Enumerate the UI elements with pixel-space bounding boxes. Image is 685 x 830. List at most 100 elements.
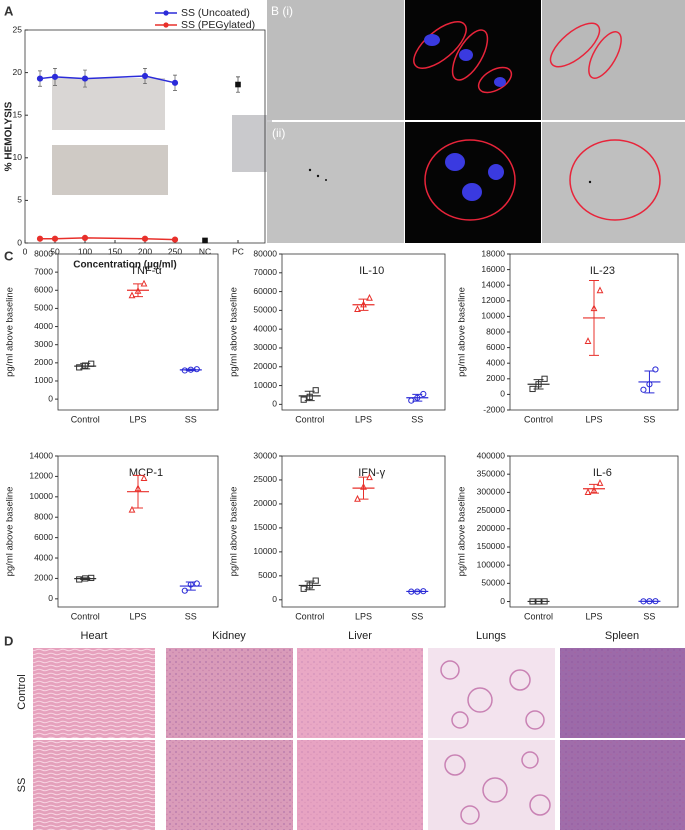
y-axis-title: pg/ml above baseline bbox=[229, 487, 240, 577]
chart-title: IL-6 bbox=[593, 467, 612, 479]
y-axis-title: pg/ml above baseline bbox=[5, 287, 16, 377]
data-point bbox=[584, 337, 592, 344]
y-tick-label: 6000 bbox=[34, 285, 53, 295]
data-point bbox=[181, 587, 188, 594]
data-point bbox=[366, 473, 373, 481]
x-tick-label: Control bbox=[524, 611, 553, 621]
data-point bbox=[529, 385, 536, 393]
y-tick-label: 5 bbox=[17, 195, 22, 205]
y-axis-title: pg/ml above baseline bbox=[5, 487, 16, 577]
y-tick-label: 30000 bbox=[253, 450, 277, 460]
data-point bbox=[590, 304, 598, 312]
y-tick-label: 15000 bbox=[253, 522, 277, 532]
y-tick-label: 4000 bbox=[34, 552, 53, 562]
panel-label: C bbox=[4, 248, 14, 263]
x-tick-label: SS bbox=[411, 414, 423, 424]
data-point bbox=[51, 73, 59, 80]
data-point bbox=[414, 588, 421, 595]
x-tick-label: SS bbox=[185, 611, 197, 621]
panel-label: B (i) bbox=[271, 4, 293, 18]
data-point bbox=[134, 484, 142, 492]
column-title: Lungs bbox=[476, 630, 506, 642]
y-tick-label: 10 bbox=[13, 152, 23, 162]
data-point bbox=[187, 366, 194, 373]
y-tick-label: 7000 bbox=[34, 266, 53, 276]
column-title: Spleen bbox=[605, 630, 639, 642]
data-point bbox=[82, 575, 89, 582]
chart-title: IL-23 bbox=[590, 265, 615, 277]
y-tick-label: 300000 bbox=[477, 487, 506, 497]
data-point bbox=[646, 598, 653, 605]
data-point bbox=[181, 367, 188, 374]
x-tick-label: 100 bbox=[78, 246, 92, 256]
y-axis-title: pg/ml above baseline bbox=[229, 287, 240, 377]
data-point bbox=[312, 577, 319, 584]
y-tick-label: 350000 bbox=[477, 468, 506, 478]
y-tick-label: 1000 bbox=[34, 375, 53, 385]
y-tick-label: 6000 bbox=[34, 532, 53, 542]
y-tick-label: 10000 bbox=[253, 546, 277, 556]
legend-label: SS (Uncoated) bbox=[181, 7, 250, 19]
y-tick-label: 0 bbox=[48, 393, 53, 403]
data-point bbox=[36, 235, 44, 242]
y-tick-label: 70000 bbox=[253, 267, 277, 277]
data-point bbox=[171, 236, 179, 243]
panel-label: D bbox=[4, 633, 13, 648]
y-tick-label: 16000 bbox=[481, 264, 505, 274]
data-point bbox=[640, 598, 647, 605]
data-point bbox=[300, 396, 307, 403]
x-tick-label: SS bbox=[185, 414, 197, 424]
column-title: Kidney bbox=[212, 630, 246, 642]
y-tick-label: 8000 bbox=[486, 326, 505, 336]
y-tick-label: 3000 bbox=[34, 339, 53, 349]
x-tick-label: SS bbox=[643, 414, 655, 424]
data-point bbox=[535, 598, 542, 605]
series-line bbox=[40, 237, 176, 241]
y-tick-label: 18000 bbox=[481, 248, 505, 258]
data-point bbox=[88, 360, 95, 367]
plot-frame bbox=[509, 455, 679, 608]
y-tick-label: 2000 bbox=[34, 573, 53, 583]
y-tick-label: 6000 bbox=[486, 342, 505, 352]
y-tick-label: 250000 bbox=[477, 505, 506, 515]
data-point bbox=[596, 286, 604, 294]
plot-frame bbox=[24, 29, 266, 244]
plot-frame bbox=[281, 455, 446, 608]
y-tick-label: 0 bbox=[17, 237, 22, 247]
data-point bbox=[82, 362, 89, 369]
x-tick-label: NC bbox=[199, 246, 211, 256]
data-point bbox=[140, 279, 148, 287]
data-point bbox=[306, 582, 313, 589]
y-tick-label: 0 bbox=[500, 596, 505, 606]
y-tick-label: 0 bbox=[272, 594, 277, 604]
x-tick-label: 250 bbox=[168, 246, 182, 256]
data-point bbox=[646, 381, 653, 388]
chart-title: TNF-α bbox=[130, 265, 162, 277]
y-tick-label: 14000 bbox=[29, 450, 53, 460]
data-point bbox=[81, 75, 89, 82]
y-tick-label: 5000 bbox=[258, 570, 277, 580]
data-point bbox=[51, 235, 59, 242]
data-point bbox=[529, 598, 536, 605]
x-tick-label: Control bbox=[295, 414, 324, 424]
data-point bbox=[541, 598, 548, 605]
x-tick-label: Control bbox=[295, 611, 324, 621]
plot-frame bbox=[57, 253, 219, 411]
y-tick-label: 14000 bbox=[481, 279, 505, 289]
chart-title: IL-10 bbox=[359, 265, 384, 277]
data-point bbox=[420, 588, 427, 595]
x-tick-label: 0 bbox=[23, 246, 28, 256]
y-axis-title: pg/ml above baseline bbox=[457, 287, 468, 377]
y-tick-label: 400000 bbox=[477, 450, 506, 460]
data-point bbox=[187, 581, 194, 588]
y-tick-label: 4000 bbox=[486, 357, 505, 367]
y-tick-label: 20000 bbox=[253, 361, 277, 371]
x-tick-label: LPS bbox=[355, 611, 372, 621]
data-point bbox=[76, 576, 83, 583]
x-tick-label: Control bbox=[524, 414, 553, 424]
chart-title: MCP-1 bbox=[129, 467, 163, 479]
y-tick-label: 5000 bbox=[34, 303, 53, 313]
x-tick-label: LPS bbox=[355, 414, 372, 424]
data-point bbox=[590, 486, 598, 494]
y-tick-label: 150000 bbox=[477, 541, 506, 551]
